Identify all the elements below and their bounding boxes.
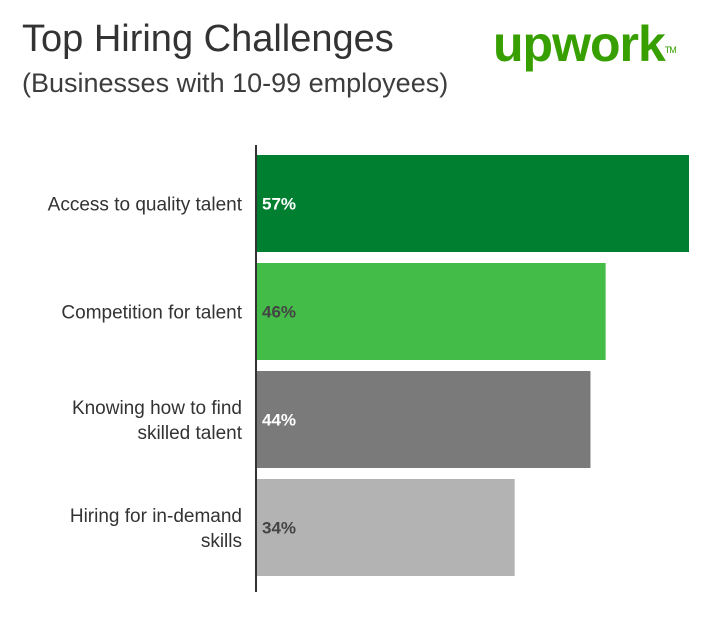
chart-title: Top Hiring Challenges [22, 18, 394, 60]
value-label-4: 34% [262, 519, 296, 538]
value-label-1: 57% [262, 195, 296, 214]
upwork-logo: upworkTM [493, 14, 677, 74]
category-label-3-line-1: Knowing how to find [72, 398, 242, 419]
bar-3 [257, 371, 591, 468]
value-label-3: 44% [262, 411, 296, 430]
category-label-2: Competition for talent [61, 303, 242, 324]
category-label-1: Access to quality talent [48, 195, 243, 216]
bar-4 [257, 479, 515, 576]
bar-1 [257, 155, 689, 252]
category-label-4-line-1: Hiring for in-demand [70, 506, 242, 527]
bars-group: 57% Access to quality talent 46% Competitio… [48, 155, 689, 576]
logo-up-text: up [493, 16, 553, 72]
category-label-4-line-2: skills [201, 531, 242, 552]
logo-trademark: TM [664, 45, 677, 55]
value-label-2: 46% [262, 303, 296, 322]
bar-2 [257, 263, 606, 360]
chart-subtitle: (Businesses with 10-99 employees) [22, 68, 449, 98]
category-label-3-line-2: skilled talent [137, 423, 242, 444]
logo-work-text: work [552, 16, 666, 72]
